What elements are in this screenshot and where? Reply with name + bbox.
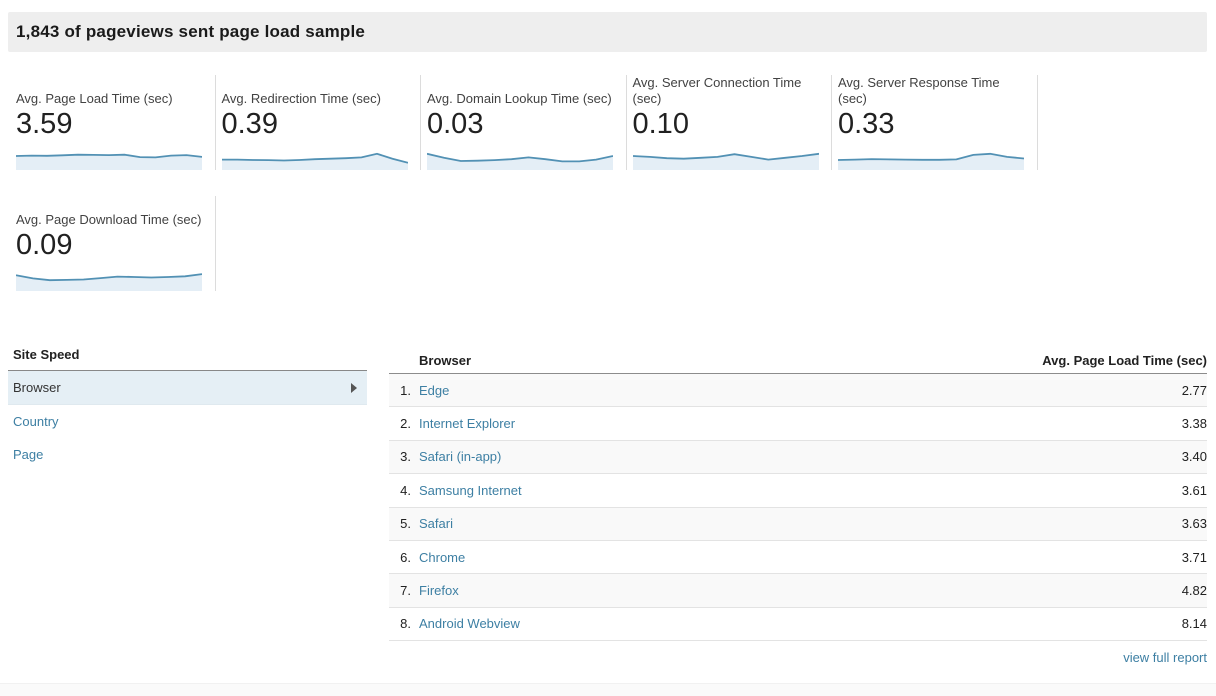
metric-card: Avg. Server Response Time (sec)0.33 — [832, 75, 1038, 170]
row-rank: 5. — [389, 516, 411, 531]
row-value: 3.38 — [1182, 416, 1207, 431]
row-rank: 6. — [389, 550, 411, 565]
browser-link[interactable]: Edge — [419, 383, 449, 398]
metric-label: Avg. Domain Lookup Time (sec) — [427, 75, 614, 107]
sparkline-chart — [838, 144, 1024, 170]
metric-value: 0.39 — [222, 108, 409, 141]
nav-item-page[interactable]: Page — [8, 438, 367, 471]
sparkline-chart — [16, 144, 202, 170]
metric-value: 0.10 — [633, 108, 820, 141]
table-row: 6. Chrome 3.71 — [389, 541, 1207, 574]
column-header-browser: Browser — [389, 353, 471, 368]
nav-item-country[interactable]: Country — [8, 405, 367, 438]
bottom-section: Site Speed Browser Country Page Browser Av… — [8, 347, 1207, 665]
browser-link[interactable]: Internet Explorer — [419, 416, 515, 431]
row-value: 3.40 — [1182, 449, 1207, 464]
metric-label: Avg. Server Response Time (sec) — [838, 75, 1025, 107]
nav-item-label: Page — [13, 447, 43, 462]
metric-card: Avg. Domain Lookup Time (sec)0.03 — [421, 75, 627, 170]
table-row: 5. Safari 3.63 — [389, 508, 1207, 541]
browser-link[interactable]: Chrome — [419, 550, 465, 565]
column-header-avg-load-time: Avg. Page Load Time (sec) — [1042, 353, 1207, 368]
browser-link[interactable]: Safari — [419, 516, 453, 531]
table-row: 4. Samsung Internet 3.61 — [389, 474, 1207, 507]
browser-link[interactable]: Safari (in-app) — [419, 449, 501, 464]
row-value: 2.77 — [1182, 383, 1207, 398]
table-header-row: Browser Avg. Page Load Time (sec) — [389, 347, 1207, 374]
header-bar: 1,843 of pageviews sent page load sample — [8, 12, 1207, 52]
metric-card: Avg. Page Download Time (sec)0.09 — [10, 196, 216, 291]
table-row: 3. Safari (in-app) 3.40 — [389, 441, 1207, 474]
sparkline-chart — [427, 144, 613, 170]
panel-title: Site Speed — [8, 347, 367, 371]
row-rank: 7. — [389, 583, 411, 598]
row-value: 8.14 — [1182, 616, 1207, 631]
row-rank: 1. — [389, 383, 411, 398]
row-value: 4.82 — [1182, 583, 1207, 598]
dimension-nav-list: Browser Country Page — [8, 371, 367, 471]
row-rank: 8. — [389, 616, 411, 631]
page-title: 1,843 of pageviews sent page load sample — [16, 22, 365, 42]
metric-card: Avg. Server Connection Time (sec)0.10 — [627, 75, 833, 170]
empty-grid-cell — [1038, 75, 1216, 170]
view-full-report-link[interactable]: view full report — [389, 641, 1207, 665]
nav-item-label: Browser — [13, 380, 61, 395]
browser-link[interactable]: Firefox — [419, 583, 459, 598]
table-row: 1. Edge 2.77 — [389, 374, 1207, 407]
sparkline-chart — [16, 265, 202, 291]
browser-link[interactable]: Android Webview — [419, 616, 520, 631]
metric-value: 0.33 — [838, 108, 1025, 141]
row-rank: 2. — [389, 416, 411, 431]
metric-label: Avg. Page Download Time (sec) — [16, 196, 203, 228]
row-value: 3.61 — [1182, 483, 1207, 498]
caret-right-icon — [351, 383, 357, 393]
row-value: 3.71 — [1182, 550, 1207, 565]
browser-link[interactable]: Samsung Internet — [419, 483, 522, 498]
metric-label: Avg. Redirection Time (sec) — [222, 75, 409, 107]
row-rank: 4. — [389, 483, 411, 498]
table-row: 2. Internet Explorer 3.38 — [389, 407, 1207, 440]
nav-item-label: Country — [13, 414, 59, 429]
row-value: 3.63 — [1182, 516, 1207, 531]
metric-value: 3.59 — [16, 108, 203, 141]
metric-value: 0.03 — [427, 108, 614, 141]
nav-item-browser[interactable]: Browser — [8, 371, 367, 405]
table-row: 8. Android Webview 8.14 — [389, 608, 1207, 641]
metric-card: Avg. Redirection Time (sec)0.39 — [216, 75, 422, 170]
metric-card: Avg. Page Load Time (sec)3.59 — [10, 75, 216, 170]
sitespeed-panel: Site Speed Browser Country Page — [8, 347, 367, 665]
sparkline-chart — [222, 144, 408, 170]
footer-bar — [0, 683, 1216, 696]
sparkline-chart — [633, 144, 819, 170]
table-body: 1. Edge 2.77 2. Internet Explorer 3.38 3. Safar… — [389, 374, 1207, 641]
table-row: 7. Firefox 4.82 — [389, 574, 1207, 607]
row-rank: 3. — [389, 449, 411, 464]
metric-label: Avg. Server Connection Time (sec) — [633, 75, 820, 107]
metric-value: 0.09 — [16, 229, 203, 262]
browsers-table: Browser Avg. Page Load Time (sec) 1. Edge… — [389, 347, 1207, 665]
metric-label: Avg. Page Load Time (sec) — [16, 75, 203, 107]
